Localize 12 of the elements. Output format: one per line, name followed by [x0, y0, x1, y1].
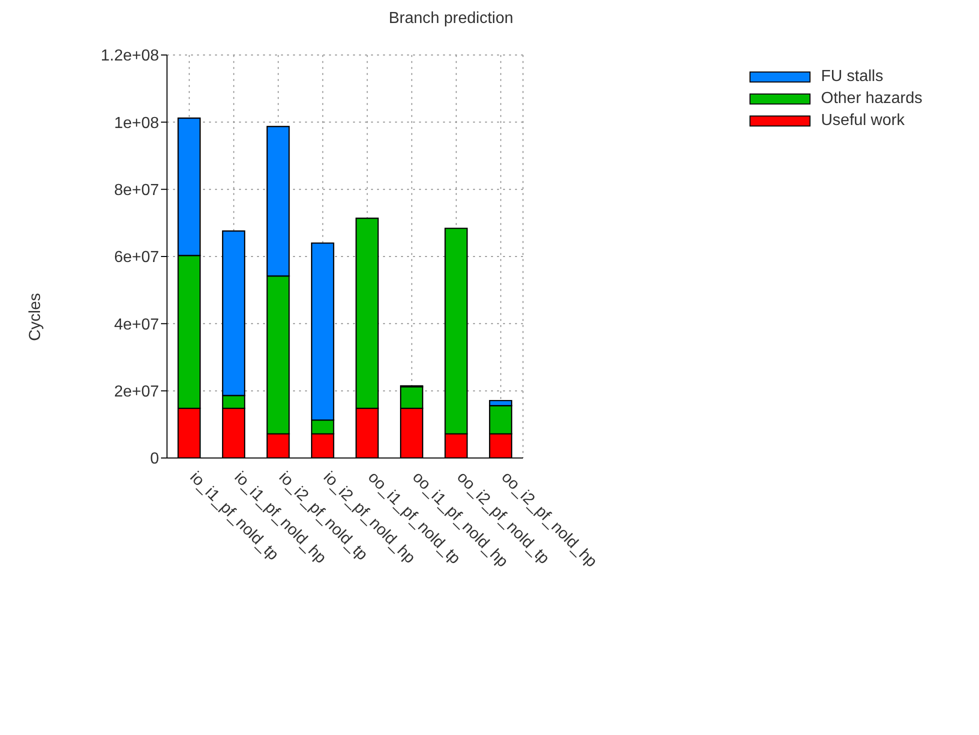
legend-label: Other hazards: [821, 90, 922, 108]
y-tick-label: 4e+07: [114, 316, 160, 334]
y-tick-label: 2e+07: [114, 384, 160, 401]
y-tick-label: 6e+07: [114, 249, 160, 266]
y-tick-label: 0: [150, 450, 160, 468]
legend-label: Useful work: [821, 112, 905, 130]
y-tick-label: 8e+07: [114, 182, 160, 200]
y-axis-title: Cycles: [27, 292, 45, 342]
chart-title: Branch prediction: [388, 10, 514, 28]
y-tick-label: 1e+08: [114, 114, 160, 132]
legend-label: FU stalls: [821, 68, 884, 86]
y-tick-label: 1.2e+08: [100, 48, 160, 65]
